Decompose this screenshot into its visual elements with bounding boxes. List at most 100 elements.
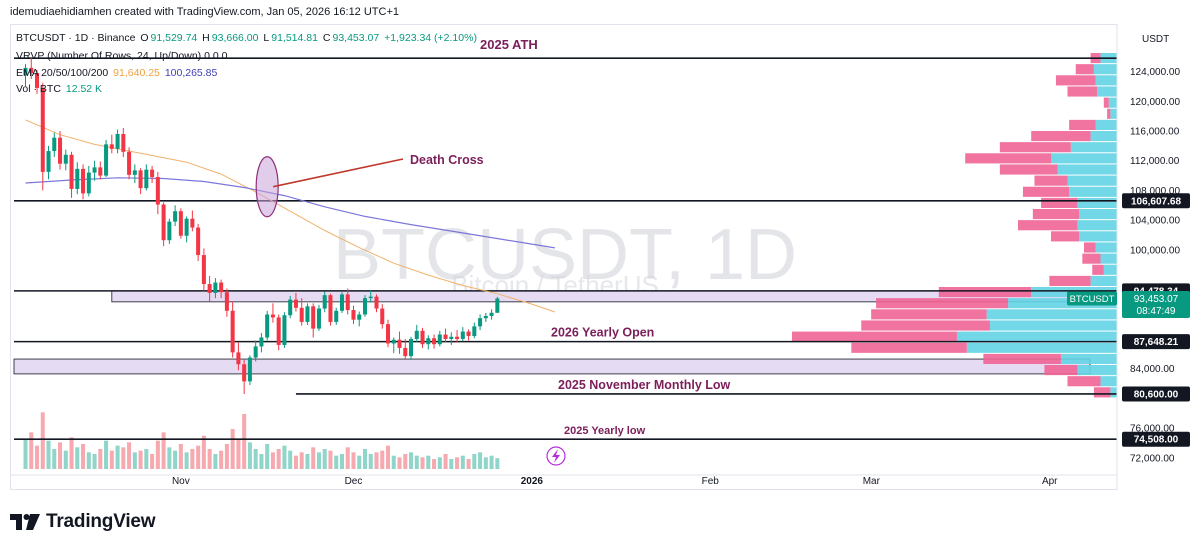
candle (472, 326, 477, 337)
level-price-label-bg (1122, 334, 1190, 350)
candle (230, 310, 235, 353)
volume-bar (259, 454, 264, 469)
chart-area[interactable]: BTCUSDT, 1D Bitcoin / TetherUS Death Cro… (10, 24, 1190, 490)
volume-bar (138, 450, 143, 469)
volume-bar (460, 455, 465, 469)
price-tick-label: 100,000.00 (1130, 245, 1180, 256)
volume-bar (391, 455, 396, 469)
candle (138, 170, 143, 189)
price-tick-label: 108,000.00 (1130, 186, 1180, 197)
volume-profile-up-bar (1100, 376, 1117, 387)
volume-bar (276, 449, 281, 469)
candle (455, 336, 460, 339)
volume-profile-down-bar (861, 320, 990, 331)
last-price-value: 93,453.07 (1134, 294, 1179, 305)
volume-bar (144, 449, 149, 469)
candle (426, 338, 431, 345)
candle (403, 347, 408, 357)
volume-profile-down-bar (1041, 197, 1078, 208)
candle (46, 151, 51, 172)
candle (190, 218, 195, 228)
lightning-icon[interactable] (546, 446, 566, 466)
volume-bar (322, 449, 327, 469)
level-annotation: 2025 November Monthly Low (558, 378, 731, 392)
last-price-label-bg (1122, 290, 1190, 318)
volume-bar (92, 454, 97, 469)
volume-bar (81, 444, 86, 469)
price-tick-label: 116,000.00 (1130, 127, 1180, 138)
volume-profile-down-bar (1032, 209, 1080, 220)
ema200-line (25, 177, 555, 249)
volume-bars (23, 412, 500, 469)
time-axis[interactable]: Nov Dec 2026 Feb Mar Apr (10, 474, 1117, 487)
candle (357, 314, 362, 320)
time-tick-label: Apr (1042, 476, 1058, 487)
volume-bar (161, 432, 166, 469)
legend-close-label: C (322, 32, 331, 44)
candle (368, 296, 373, 299)
candle (276, 317, 281, 345)
death-cross-ellipse (255, 156, 279, 218)
candle (345, 294, 350, 311)
volume-bar (23, 439, 28, 469)
volume-profile-up-bar (986, 309, 1117, 320)
candle (52, 137, 57, 152)
candle (236, 352, 241, 365)
legend-ema: EMA 20/50/100/200 91,640.25 100,265.85 (16, 67, 219, 79)
volume-bar (299, 452, 304, 469)
volume-profile-down-bar (876, 298, 1009, 309)
candle (92, 167, 97, 173)
legend-ema-label: EMA 20/50/100/200 (16, 67, 109, 79)
candle (385, 324, 391, 344)
candle (63, 154, 68, 164)
candle (305, 306, 310, 322)
time-tick-label: Mar (863, 476, 881, 487)
candle (339, 294, 344, 311)
volume-profile-down-bar (1107, 108, 1111, 119)
volume-profile-down-bar (1055, 75, 1096, 86)
price-axis-currency: USDT (1142, 34, 1169, 45)
price-axis-bg (1117, 24, 1190, 490)
candle (478, 318, 483, 327)
candle (224, 292, 229, 311)
candle (460, 331, 465, 339)
horizontal-levels[interactable] (14, 57, 1117, 441)
volume-bar (121, 447, 126, 469)
candle (328, 295, 333, 322)
volume-bar (403, 454, 408, 469)
legend-volume: Vol · BTC 12.52 K (16, 83, 104, 95)
candle (414, 330, 419, 339)
volume-bar (397, 457, 402, 469)
candle (213, 282, 218, 293)
candle (184, 218, 189, 236)
volume-profile-up-bar (1110, 108, 1117, 119)
volume-bar (242, 414, 247, 469)
legend-vrvp: VRVP (Number Of Rows, 24, Up/Down) 0 0 0 (16, 50, 228, 62)
volume-profile-up-bar (1095, 119, 1117, 130)
tradingview-logo-icon (10, 514, 40, 530)
volume-profile-up-bar (1095, 75, 1117, 86)
legend-low-label: L (263, 32, 270, 44)
volume-profile-down-bar (1082, 253, 1101, 264)
candle (242, 364, 247, 382)
price-axis[interactable]: USDT (1116, 24, 1190, 490)
candle (81, 168, 86, 194)
candle (40, 87, 45, 172)
time-tick-label: Nov (172, 476, 190, 487)
volume-bar (253, 449, 258, 469)
candle (23, 67, 28, 76)
volume-profile-down-bar (1044, 365, 1078, 376)
volume-profile-up-bar (1100, 253, 1117, 264)
volume-profile-down-bar (851, 342, 967, 353)
volume-bar (409, 452, 414, 469)
legend-volume-label: Vol · BTC (16, 83, 61, 95)
candles (23, 58, 500, 394)
last-price-symbol: BTCUSDT (1070, 294, 1115, 305)
volume-profile-down-bar (1049, 275, 1091, 286)
price-tick-label: 84,000.00 (1130, 364, 1175, 375)
candle (207, 284, 212, 293)
legend-ema50-value: 91,640.25 (113, 67, 160, 79)
volume-profile-up-bar (1077, 197, 1117, 208)
volume-bar (293, 455, 298, 469)
volume-bar (380, 450, 385, 469)
